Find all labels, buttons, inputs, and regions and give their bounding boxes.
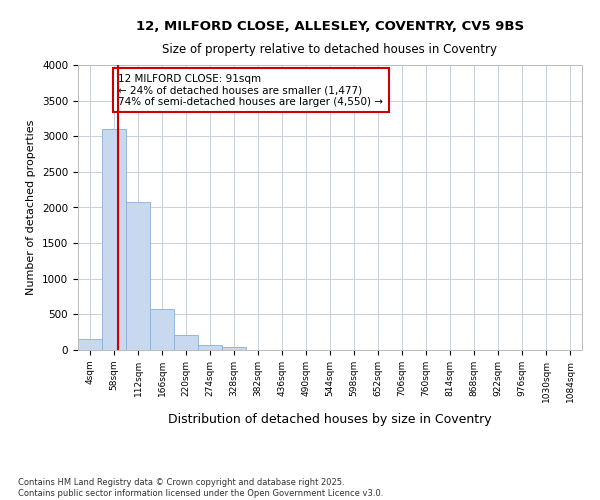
Text: 12, MILFORD CLOSE, ALLESLEY, COVENTRY, CV5 9BS: 12, MILFORD CLOSE, ALLESLEY, COVENTRY, C… (136, 20, 524, 33)
Bar (126, 202, 150, 350)
Bar (102, 129, 126, 350)
Bar (78, 340, 102, 350)
Text: Contains HM Land Registry data © Crown copyright and database right 2025.
Contai: Contains HM Land Registry data © Crown c… (18, 478, 383, 498)
Text: 12 MILFORD CLOSE: 91sqm
← 24% of detached houses are smaller (1,477)
74% of semi: 12 MILFORD CLOSE: 91sqm ← 24% of detache… (118, 74, 383, 107)
Bar (174, 336, 198, 350)
Bar (222, 347, 246, 350)
X-axis label: Distribution of detached houses by size in Coventry: Distribution of detached houses by size … (168, 413, 492, 426)
Bar (198, 346, 222, 350)
Text: Size of property relative to detached houses in Coventry: Size of property relative to detached ho… (163, 42, 497, 56)
Y-axis label: Number of detached properties: Number of detached properties (26, 120, 37, 295)
Bar (150, 308, 174, 350)
